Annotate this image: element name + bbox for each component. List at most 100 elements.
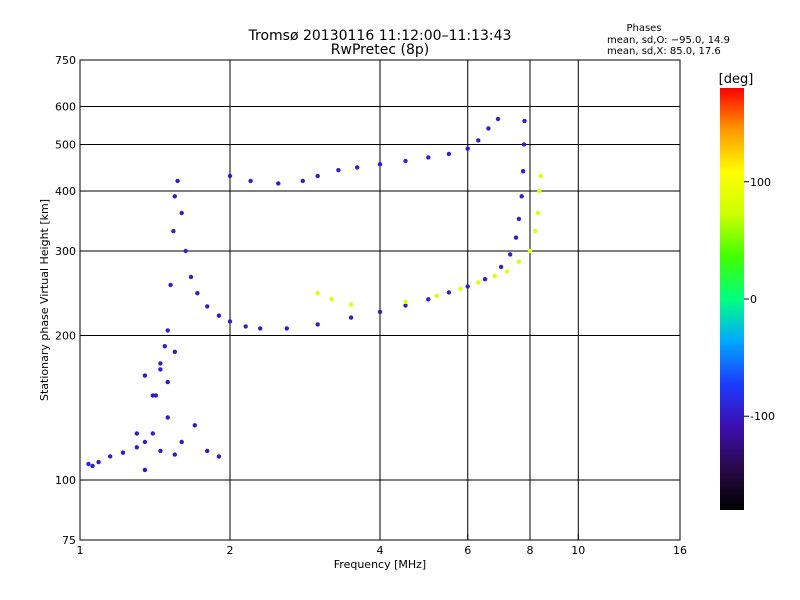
y-tick-label: 400 xyxy=(55,185,76,198)
data-point xyxy=(403,299,408,305)
data-point xyxy=(527,248,533,254)
y-tick-label: 600 xyxy=(55,101,76,114)
data-point xyxy=(165,328,170,333)
data-point xyxy=(258,326,263,331)
data-point xyxy=(158,367,163,372)
data-point xyxy=(520,169,526,174)
x-tick-label: 4 xyxy=(377,544,384,557)
data-point xyxy=(522,118,527,124)
data-point xyxy=(329,297,334,302)
x-tick-label: 2 xyxy=(227,544,234,557)
data-point xyxy=(486,126,491,131)
data-point xyxy=(516,216,522,222)
data-point xyxy=(165,379,170,385)
chart-title: Tromsø 20130116 11:12:00–11:13:43 xyxy=(248,28,512,44)
data-point xyxy=(519,194,524,199)
data-point xyxy=(300,178,305,184)
data-point xyxy=(108,454,113,459)
data-point xyxy=(348,302,354,307)
data-point xyxy=(172,349,177,354)
data-point xyxy=(165,415,170,420)
data-points xyxy=(86,116,543,473)
data-point xyxy=(158,448,163,454)
y-axis-label: Stationary phase Virtual Height [km] xyxy=(38,199,51,401)
data-point xyxy=(315,291,320,296)
data-point xyxy=(521,142,527,147)
phases-x-line: mean, sd,X: 85.0, 17.6 xyxy=(607,46,721,57)
data-point xyxy=(458,286,463,292)
x-axis-ticks: 1 2 4 6 8 10 16 xyxy=(77,534,687,557)
data-point xyxy=(537,188,542,194)
data-point xyxy=(153,393,159,398)
data-point xyxy=(377,309,383,315)
x-axis-label: Frequency [MHz] xyxy=(334,558,426,571)
colorbar-tick-label: 100 xyxy=(750,176,771,189)
data-point xyxy=(348,315,354,320)
data-point xyxy=(188,274,194,280)
data-point xyxy=(175,178,180,184)
data-point xyxy=(216,313,222,318)
data-point xyxy=(172,194,177,199)
data-point xyxy=(403,303,408,308)
data-point xyxy=(465,146,470,151)
data-point xyxy=(403,158,408,164)
data-point xyxy=(158,361,163,366)
data-point xyxy=(513,235,519,240)
data-point xyxy=(336,168,341,173)
data-point xyxy=(150,393,155,398)
colorbar-label: [deg] xyxy=(719,72,754,87)
data-point xyxy=(243,324,248,329)
data-point xyxy=(498,264,504,270)
chart-subtitle: RwPretec (8p) xyxy=(331,42,429,58)
data-point xyxy=(516,259,522,264)
data-point xyxy=(248,178,253,184)
x-tick-label: 8 xyxy=(527,544,534,557)
data-point xyxy=(276,181,281,186)
data-point xyxy=(476,280,481,285)
data-point xyxy=(495,116,501,122)
y-tick-label: 300 xyxy=(55,245,76,258)
data-point xyxy=(142,467,148,473)
data-point xyxy=(284,326,289,331)
data-point xyxy=(508,252,513,257)
y-tick-label: 500 xyxy=(55,139,76,152)
phases-o-line: mean, sd,O: −95.0, 14.9 xyxy=(607,35,730,46)
colorbar-tick-label: 0 xyxy=(750,293,757,306)
data-point xyxy=(86,461,91,467)
data-point xyxy=(120,450,126,455)
data-point xyxy=(315,322,320,327)
y-tick-label: 200 xyxy=(55,330,76,343)
data-point xyxy=(482,277,488,282)
data-point xyxy=(90,463,95,469)
data-point xyxy=(434,293,439,298)
y-tick-label: 100 xyxy=(55,474,76,487)
colorbar-tick-label: -100 xyxy=(750,410,775,423)
data-point xyxy=(168,282,173,288)
data-point xyxy=(134,431,139,436)
data-point xyxy=(195,291,200,296)
data-point xyxy=(134,445,139,450)
data-point xyxy=(315,173,320,179)
data-point xyxy=(426,297,431,302)
data-point xyxy=(142,439,148,445)
data-point xyxy=(446,151,452,157)
y-axis-ticks: 75 100 200 300 400 500 600 750 xyxy=(55,54,86,547)
x-tick-label: 1 xyxy=(77,544,84,557)
data-point xyxy=(192,423,197,428)
data-point xyxy=(355,165,360,170)
phases-header: Phases xyxy=(626,23,661,34)
gridlines xyxy=(80,60,680,540)
data-point xyxy=(465,284,470,289)
data-point xyxy=(476,138,481,143)
data-point xyxy=(172,452,177,457)
x-tick-label: 6 xyxy=(464,544,471,557)
colorbar-ticks: 100 0 -100 xyxy=(744,176,775,423)
y-tick-label: 75 xyxy=(62,534,76,547)
data-point xyxy=(216,454,222,459)
data-point xyxy=(205,448,210,454)
data-point xyxy=(377,162,383,167)
colorbar xyxy=(720,88,744,510)
data-point xyxy=(227,319,233,324)
data-point xyxy=(171,228,176,234)
x-tick-label: 16 xyxy=(673,544,687,557)
